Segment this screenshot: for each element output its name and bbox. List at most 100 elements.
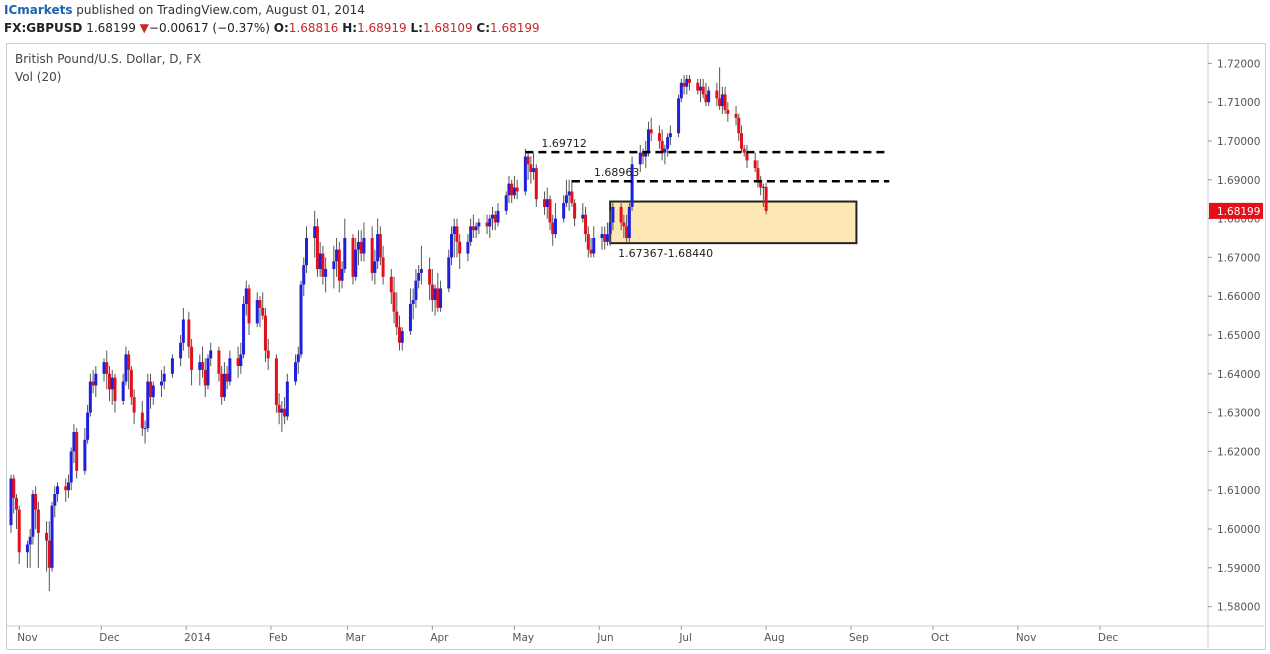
candle-body bbox=[236, 358, 240, 367]
candle-body bbox=[573, 203, 577, 219]
candle-body bbox=[756, 168, 760, 180]
candle-body bbox=[376, 234, 380, 262]
candle-body bbox=[605, 234, 609, 242]
candle-body bbox=[439, 288, 443, 308]
candle-body bbox=[34, 494, 38, 510]
candle-body bbox=[734, 113, 738, 118]
candle-body bbox=[696, 82, 700, 91]
candle-body bbox=[335, 249, 339, 262]
candle-body bbox=[666, 137, 670, 149]
candle-body bbox=[668, 133, 672, 138]
candle-body bbox=[187, 319, 191, 347]
down-arrow-icon: ▼ bbox=[139, 21, 149, 35]
candle-body bbox=[277, 404, 281, 413]
time-tick-label: May bbox=[512, 632, 534, 644]
candle-body bbox=[318, 253, 322, 270]
candle-body bbox=[381, 257, 385, 277]
candle-body bbox=[452, 226, 456, 235]
candle-body bbox=[146, 381, 150, 429]
candle-body bbox=[332, 261, 336, 270]
candle-body bbox=[12, 478, 16, 498]
candle-body bbox=[515, 187, 519, 192]
candle-body bbox=[625, 226, 629, 238]
level-label-2: 1.68963 bbox=[594, 166, 640, 179]
candle-body bbox=[45, 532, 49, 541]
candle-body bbox=[408, 303, 412, 332]
candle-body bbox=[592, 238, 596, 254]
candle-body bbox=[86, 412, 90, 440]
candle-body bbox=[321, 253, 325, 277]
candle-body bbox=[124, 354, 128, 382]
time-tick-label: Mar bbox=[346, 632, 366, 644]
candle-body bbox=[69, 451, 73, 483]
candle-body bbox=[589, 249, 593, 254]
price-tick-label: 1.62000 bbox=[1217, 446, 1260, 458]
candle-body bbox=[14, 497, 18, 510]
candle-body bbox=[28, 536, 32, 545]
symbol-name[interactable]: FX:GBPUSD bbox=[4, 21, 83, 35]
candle-body bbox=[619, 206, 623, 223]
candle-body bbox=[299, 284, 303, 355]
price-tick-label: 1.70000 bbox=[1217, 136, 1260, 148]
candle-body bbox=[162, 373, 166, 382]
demand-zone bbox=[609, 200, 858, 245]
low-value: 1.68109 bbox=[422, 21, 473, 35]
candle-body bbox=[534, 168, 538, 200]
time-tick-label: Aug bbox=[764, 632, 785, 644]
price-tick-label: 1.72000 bbox=[1217, 58, 1260, 70]
volume-indicator-label[interactable]: Vol (20) bbox=[15, 70, 62, 84]
candle-body bbox=[630, 164, 634, 207]
time-tick-label: 2014 bbox=[184, 632, 211, 644]
candle-body bbox=[151, 385, 155, 398]
close-value: 1.68199 bbox=[490, 21, 540, 35]
published-text: published on TradingView.com, August 01,… bbox=[72, 3, 365, 17]
publisher-link[interactable]: ICmarkets bbox=[4, 3, 73, 17]
candle-body bbox=[543, 199, 547, 207]
candle-body bbox=[529, 164, 533, 173]
candle-body bbox=[449, 234, 453, 258]
publisher-line: ICmarkets published on TradingView.com, … bbox=[4, 3, 365, 17]
candle-body bbox=[102, 362, 106, 374]
candle-body bbox=[159, 381, 163, 386]
candle-body bbox=[244, 288, 248, 304]
candle-body bbox=[315, 226, 319, 270]
last-price: 1.68199 bbox=[86, 21, 136, 35]
candle-body bbox=[512, 187, 516, 196]
candle-body bbox=[398, 327, 402, 343]
candle-body bbox=[324, 269, 328, 277]
candle-body bbox=[181, 319, 185, 343]
candle-body bbox=[242, 303, 246, 355]
candle-body bbox=[283, 408, 287, 417]
candle-body bbox=[455, 226, 459, 242]
candle-body bbox=[313, 226, 317, 238]
chart-title: British Pound/U.S. Dollar, D, FX bbox=[15, 52, 202, 66]
candle-body bbox=[545, 199, 549, 207]
price-tick-label: 1.67000 bbox=[1217, 252, 1260, 264]
candle-body bbox=[228, 358, 232, 382]
time-tick-label: Dec bbox=[1098, 632, 1119, 644]
price-tick-label: 1.65000 bbox=[1217, 330, 1260, 342]
candle-body bbox=[477, 222, 481, 227]
candle-body bbox=[737, 117, 741, 134]
candle-body bbox=[225, 373, 229, 382]
price-tick-label: 1.63000 bbox=[1217, 408, 1260, 420]
candle-body bbox=[701, 86, 705, 95]
last-price-tag bbox=[1209, 202, 1263, 219]
candle-body bbox=[471, 226, 475, 231]
candle-body bbox=[285, 381, 289, 417]
candle-body bbox=[485, 222, 489, 227]
candle-body bbox=[274, 358, 278, 405]
candle-body bbox=[47, 540, 51, 568]
candle-body bbox=[414, 280, 418, 301]
candle-body bbox=[143, 428, 147, 430]
candle-body bbox=[720, 94, 724, 107]
candle-body bbox=[447, 257, 451, 289]
candle-body bbox=[255, 300, 259, 324]
candle-body bbox=[389, 276, 393, 293]
time-tick-label: Sep bbox=[849, 632, 869, 644]
chart-frame[interactable] bbox=[6, 43, 1266, 650]
candle-body bbox=[603, 234, 607, 242]
candle-body bbox=[469, 226, 473, 242]
candle-body bbox=[458, 241, 462, 254]
